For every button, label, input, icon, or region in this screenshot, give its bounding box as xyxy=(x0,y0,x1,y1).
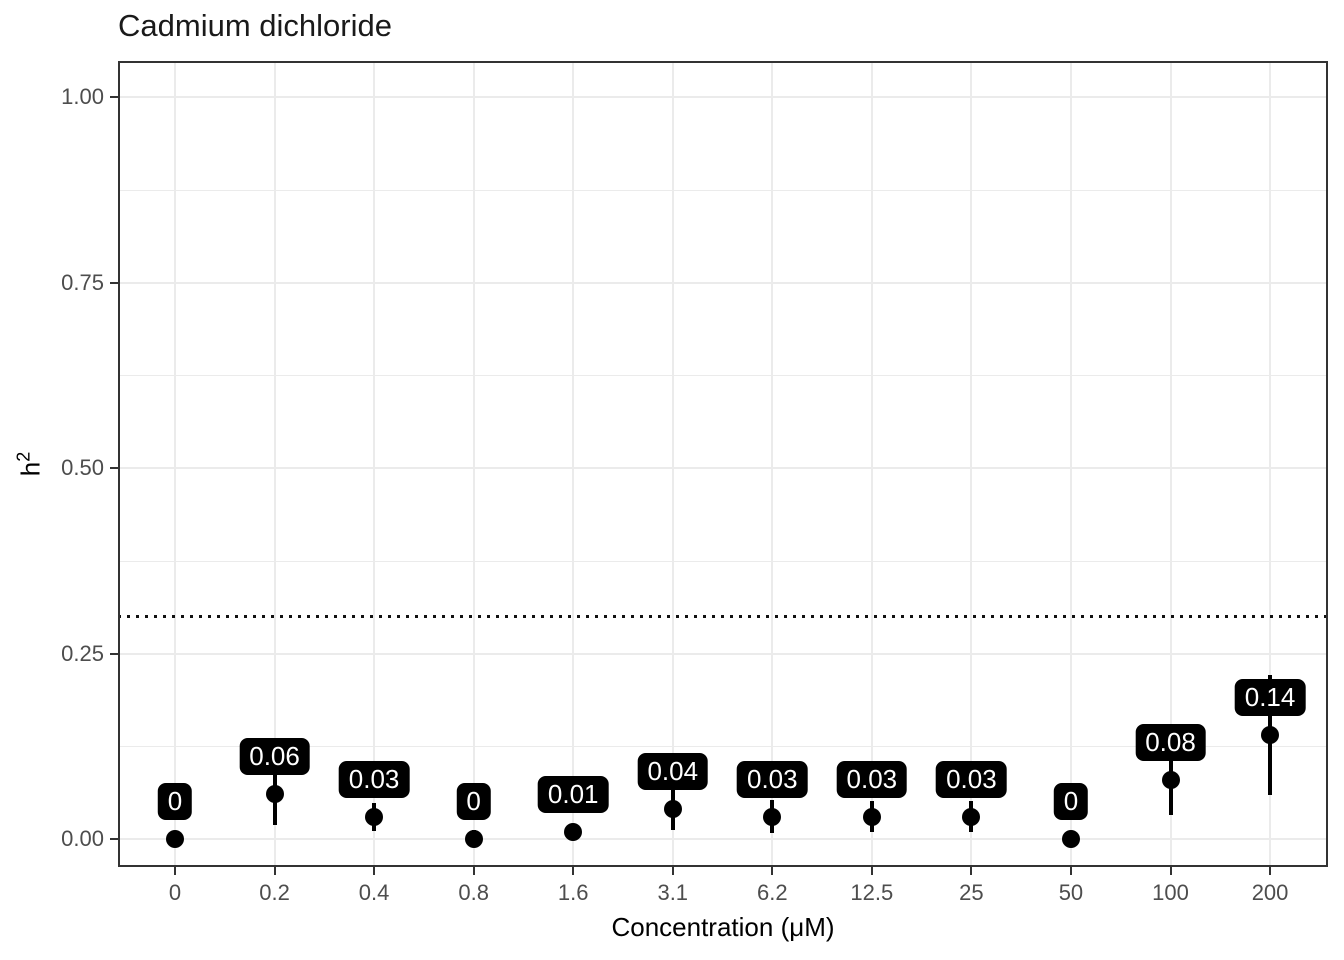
x-tick-mark xyxy=(572,867,575,875)
y-tick-label: 1.00 xyxy=(61,84,104,109)
y-tick-label: 0.00 xyxy=(61,826,104,851)
data-point xyxy=(962,807,981,826)
x-tick-mark xyxy=(1269,867,1272,875)
point-value-label: 0.14 xyxy=(1234,679,1306,717)
x-tick-label: 0.4 xyxy=(358,880,390,905)
y-tick-mark xyxy=(110,467,118,469)
major-gridline-vertical xyxy=(472,61,475,867)
chart-title: Cadmium dichloride xyxy=(118,8,392,43)
x-tick-label: 25 xyxy=(959,880,984,905)
x-tick-mark xyxy=(1069,867,1072,875)
x-tick-mark xyxy=(970,867,973,875)
point-value-label: 0.01 xyxy=(537,775,609,813)
x-tick-mark xyxy=(870,867,873,875)
x-tick-label: 200 xyxy=(1251,880,1289,905)
data-point xyxy=(1061,830,1080,848)
data-point xyxy=(763,807,782,826)
major-gridline-horizontal xyxy=(118,652,1328,655)
point-value-label: 0.03 xyxy=(836,760,908,798)
major-gridline-horizontal xyxy=(118,467,1328,469)
x-tick-mark xyxy=(1169,867,1172,875)
x-tick-mark xyxy=(671,867,674,875)
minor-gridline-horizontal xyxy=(118,746,1328,748)
x-tick-mark xyxy=(373,867,376,875)
point-value-label: 0.08 xyxy=(1135,723,1206,761)
major-gridline-vertical xyxy=(1269,61,1272,867)
major-gridline-vertical xyxy=(373,61,376,867)
data-point xyxy=(365,807,384,826)
x-tick-mark xyxy=(472,867,475,875)
y-axis-title: h2 xyxy=(14,452,47,476)
x-tick-label: 0.8 xyxy=(458,880,489,905)
x-tick-label: 0.2 xyxy=(259,880,290,905)
data-point xyxy=(862,807,881,826)
x-tick-label: 50 xyxy=(1058,880,1084,905)
point-value-label: 0.06 xyxy=(239,738,310,776)
data-point xyxy=(663,800,682,819)
x-tick-mark xyxy=(771,867,774,875)
data-point xyxy=(1161,770,1180,789)
major-gridline-horizontal xyxy=(118,96,1328,98)
major-gridline-vertical xyxy=(1169,61,1172,867)
point-value-label: 0.03 xyxy=(736,760,808,798)
y-tick-label: 0.25 xyxy=(61,640,104,666)
major-gridline-vertical xyxy=(771,61,774,867)
major-gridline-vertical xyxy=(273,61,276,867)
x-tick-label: 0 xyxy=(168,880,182,905)
major-gridline-horizontal xyxy=(118,281,1328,284)
major-gridline-vertical xyxy=(174,61,176,867)
y-tick-label: 0.50 xyxy=(61,455,104,480)
x-axis-title: Concentration (μM) xyxy=(611,912,835,942)
point-value-label: 0.04 xyxy=(637,753,709,791)
major-gridline-vertical xyxy=(671,61,674,867)
data-point xyxy=(464,830,483,848)
major-gridline-vertical xyxy=(1069,61,1072,867)
y-axis-title-base: h xyxy=(15,461,46,477)
minor-gridline-horizontal xyxy=(118,189,1328,191)
point-value-label: 0 xyxy=(1053,783,1089,820)
y-tick-mark xyxy=(110,96,118,98)
x-tick-mark xyxy=(273,867,276,875)
plot-panel: 0 0.06 0.03 0 0.01 0.04 0.03 0.03 0.03 0 0.08 0.14 xyxy=(118,61,1328,867)
x-tick-label: 3.1 xyxy=(657,880,689,905)
minor-gridline-horizontal xyxy=(118,560,1328,562)
data-point xyxy=(1261,726,1280,745)
major-gridline-vertical xyxy=(572,61,575,867)
y-tick-mark xyxy=(110,652,118,655)
major-gridline-vertical xyxy=(870,61,873,867)
threshold-dotted-line xyxy=(118,615,1328,619)
x-tick-label: 12.5 xyxy=(850,880,894,905)
y-axis-title-exponent: 2 xyxy=(13,451,34,462)
minor-gridline-horizontal xyxy=(118,375,1328,377)
x-tick-label: 100 xyxy=(1152,880,1189,905)
x-tick-label: 1.6 xyxy=(557,880,589,905)
x-tick-mark xyxy=(174,867,176,875)
point-value-label: 0.03 xyxy=(338,760,410,798)
y-tick-label: 0.75 xyxy=(61,269,104,295)
major-gridline-vertical xyxy=(970,61,973,867)
data-point xyxy=(166,830,184,848)
x-tick-label: 6.2 xyxy=(757,880,788,905)
point-value-label: 0 xyxy=(456,783,491,820)
data-point xyxy=(265,785,284,804)
data-point xyxy=(564,822,583,841)
y-tick-mark xyxy=(110,838,118,840)
point-value-label: 0.03 xyxy=(936,760,1007,798)
major-gridline-horizontal xyxy=(118,838,1328,840)
y-tick-mark xyxy=(110,281,118,284)
point-value-label: 0 xyxy=(157,783,193,820)
